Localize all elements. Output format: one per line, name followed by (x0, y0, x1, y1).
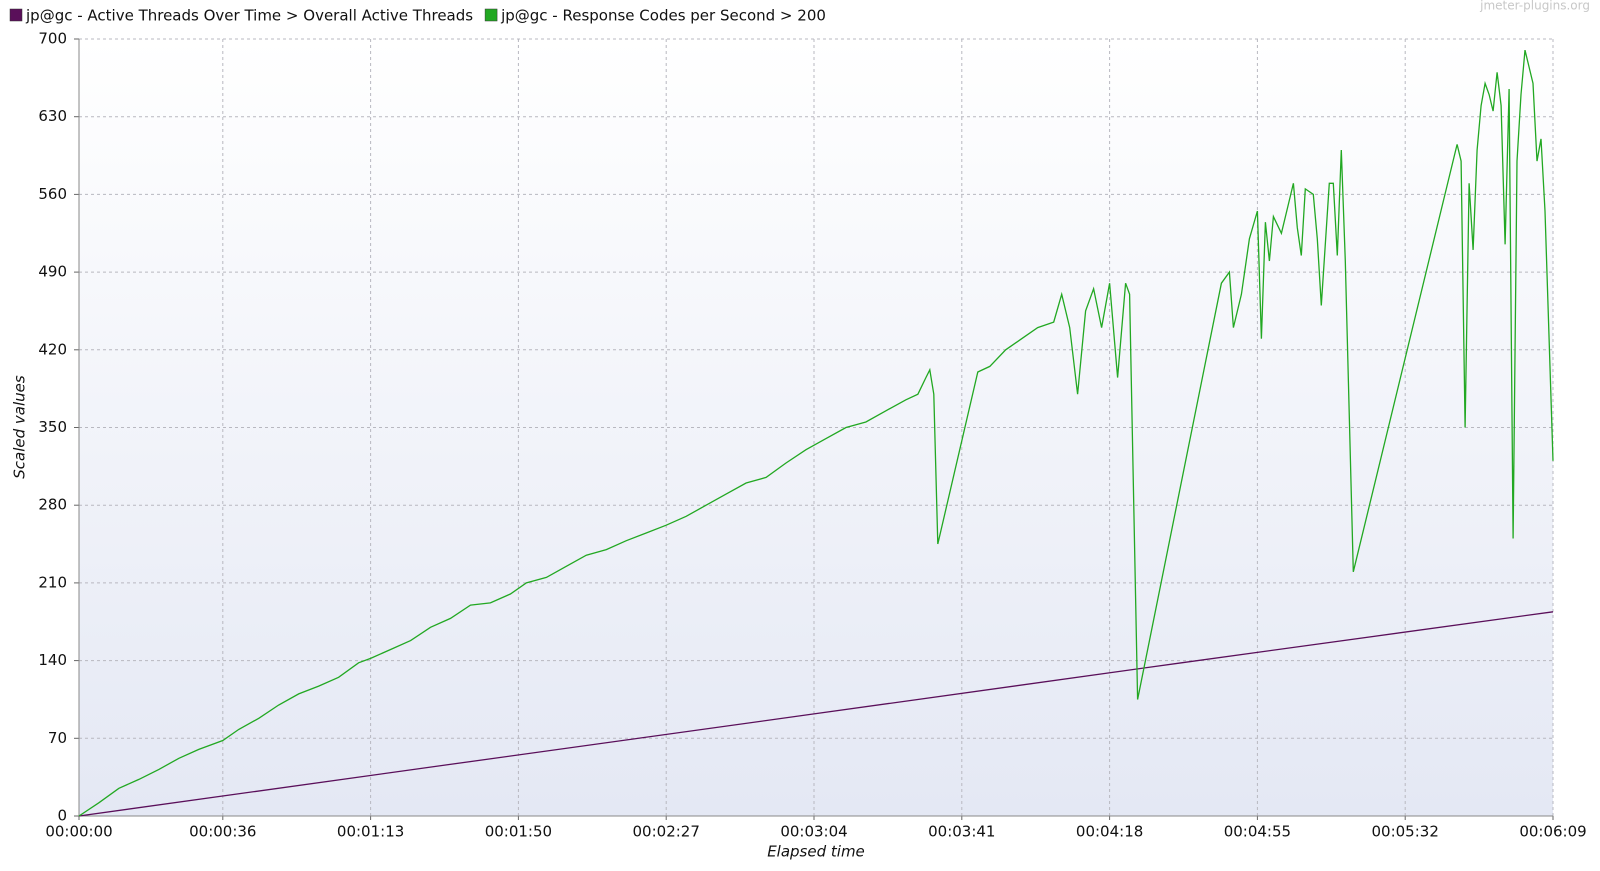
y-tick-label: 700 (38, 30, 67, 48)
y-tick-label: 490 (38, 263, 67, 281)
x-tick-label: 00:05:32 (1372, 823, 1439, 841)
x-tick-label: 00:01:50 (485, 823, 552, 841)
legend-label: jp@gc - Active Threads Over Time > Overa… (25, 7, 473, 25)
y-tick-label: 560 (38, 185, 67, 203)
x-tick-label: 00:02:27 (633, 823, 700, 841)
y-tick-label: 630 (38, 107, 67, 125)
series-line (78, 49, 1554, 817)
watermark: jmeter-plugins.org (1479, 0, 1590, 13)
x-tick-label: 00:00:36 (189, 823, 256, 841)
x-tick-label: 00:06:09 (1519, 823, 1586, 841)
plot-area (79, 39, 1553, 816)
y-tick-label: 280 (38, 496, 67, 514)
legend-label: jp@gc - Response Codes per Second > 200 (500, 7, 826, 25)
x-tick-label: 00:01:13 (337, 823, 404, 841)
y-tick-label: 420 (38, 340, 67, 358)
y-tick-label: 70 (48, 729, 67, 747)
y-tick-label: 140 (38, 651, 67, 669)
x-tick-label: 00:04:55 (1224, 823, 1291, 841)
x-axis-label: Elapsed time (767, 843, 865, 861)
y-tick-label: 0 (57, 807, 67, 825)
x-tick-label: 00:03:41 (928, 823, 995, 841)
legend-swatch (484, 8, 498, 22)
y-axis-label: Scaled values (11, 375, 29, 479)
x-tick-label: 00:03:04 (780, 823, 847, 841)
y-tick-label: 350 (38, 418, 67, 436)
x-tick-label: 00:04:18 (1076, 823, 1143, 841)
legend-swatch (9, 8, 23, 22)
series-line (78, 611, 1554, 817)
y-tick-label: 210 (38, 573, 67, 591)
x-tick-label: 00:00:00 (45, 823, 112, 841)
